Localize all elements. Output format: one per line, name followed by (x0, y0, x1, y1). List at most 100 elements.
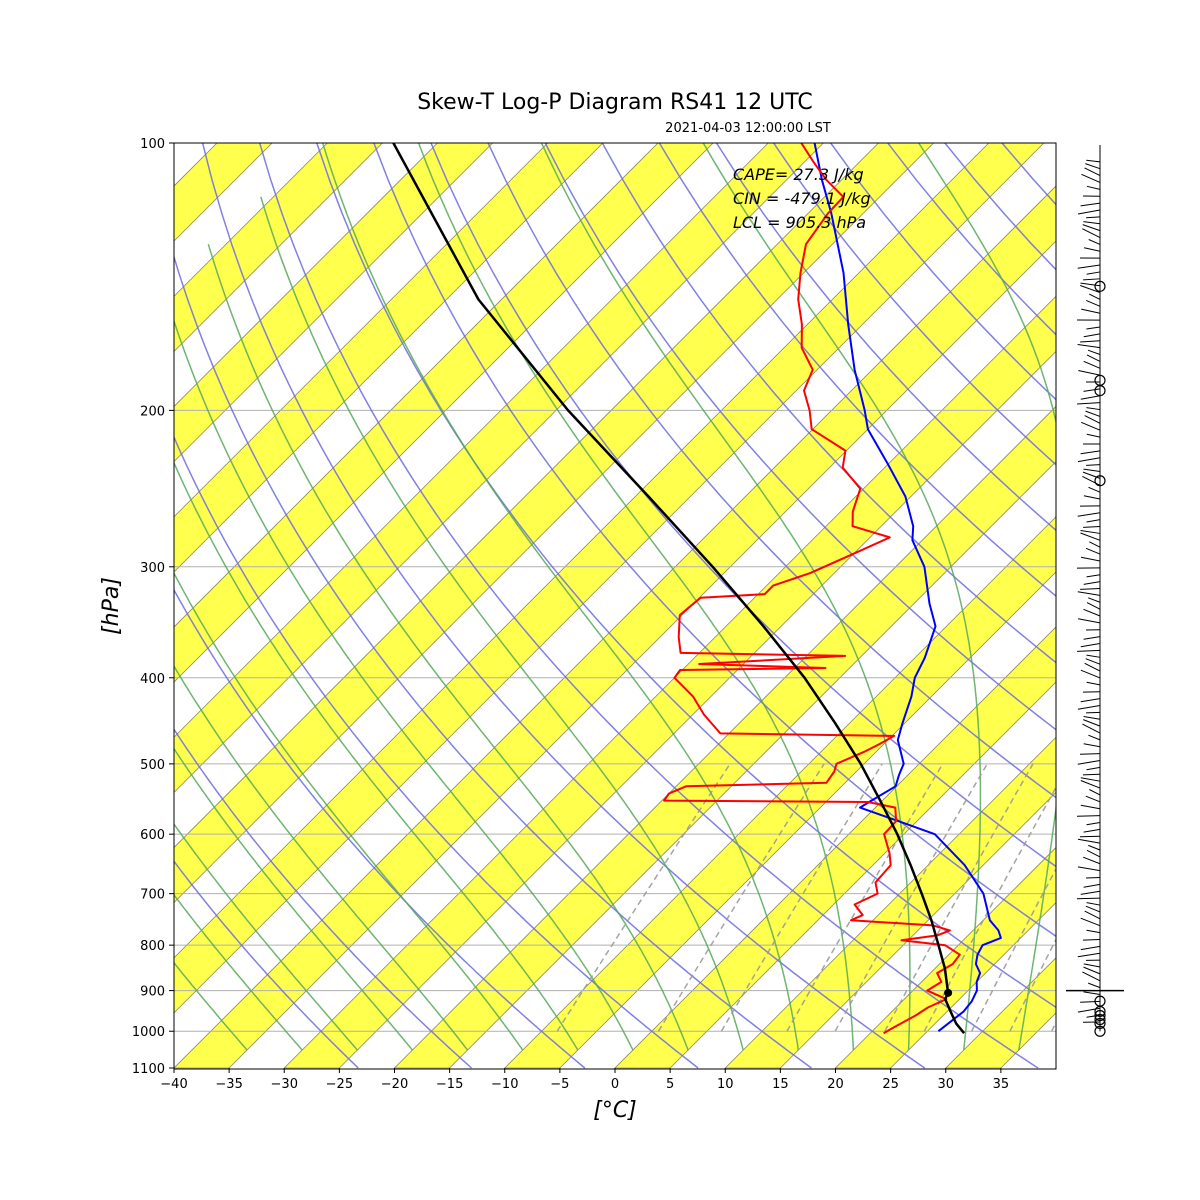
wind-barb (1080, 890, 1101, 895)
wind-barb (1083, 828, 1101, 833)
wind-barb (1080, 917, 1101, 927)
dry-adiabat (174, 435, 699, 1069)
wind-barb (1083, 719, 1101, 727)
x-axis-label: [°C] (593, 1098, 637, 1123)
isotherm-band (174, 143, 1045, 1014)
wind-barb (1080, 780, 1101, 789)
wind-barb (1081, 173, 1101, 183)
wind-barb (1080, 202, 1101, 207)
dry-adiabat (658, 143, 1056, 598)
wind-barb (1086, 821, 1101, 826)
wind-barb (1086, 354, 1101, 362)
moist-adiabat (174, 822, 358, 1051)
x-tick-label: 20 (827, 1077, 844, 1092)
wind-barb (1088, 982, 1101, 989)
wind-barb (1077, 760, 1101, 765)
wind-barb (1081, 421, 1101, 431)
wind-barb (1085, 410, 1101, 417)
moist-adiabat (417, 143, 855, 1051)
wind-barb (1088, 293, 1101, 300)
dry-adiabat (201, 143, 926, 1069)
wind-barb (1083, 360, 1101, 369)
mixing-ratio-line (720, 763, 883, 1032)
dry-adiabat (174, 728, 473, 1069)
wind-barb (1088, 734, 1101, 741)
chart-subtitle: 2021-04-03 12:00:00 LST (665, 121, 831, 136)
wind-barb (1080, 395, 1101, 400)
dry-adiabat (373, 143, 1056, 938)
wind-barb (1086, 519, 1101, 523)
wind-barb (1080, 945, 1101, 951)
wind-barb (1086, 407, 1101, 411)
wind-barb (1086, 326, 1101, 330)
wind-barb (1086, 185, 1101, 190)
dry-adiabat (487, 143, 1056, 799)
wind-barb (1085, 547, 1101, 555)
wind-barb (1082, 228, 1101, 238)
mixing-ratio-line (923, 785, 1056, 1032)
wind-barb (1083, 278, 1101, 281)
y-tick-label: 800 (140, 939, 165, 954)
x-tick-label: 5 (666, 1077, 674, 1092)
wind-barb (1083, 221, 1101, 225)
wind-barb (1086, 681, 1101, 686)
dry-adiabat (601, 143, 1056, 664)
isotherm-band (174, 143, 494, 463)
moist-adiabat (260, 196, 744, 1051)
wind-barb (1080, 698, 1101, 703)
wind-barb (1076, 897, 1101, 900)
wind-barb (1077, 457, 1101, 463)
isotherm-band (174, 185, 1056, 1069)
wind-barb (1086, 271, 1101, 275)
cape-annotation: CAPE= 27.3 J/kg (733, 165, 864, 184)
wind-barb (1076, 815, 1101, 817)
moist-adiabat (174, 961, 248, 1051)
wind-barb (1088, 844, 1101, 851)
wind-barb (1085, 905, 1101, 913)
y-tick-label: 300 (140, 561, 165, 576)
x-tick-label: 25 (882, 1077, 899, 1092)
wind-barb (1086, 602, 1101, 610)
wind-barb (1088, 486, 1101, 493)
dry-adiabat (174, 860, 359, 1069)
isotherm-band (0, 143, 52, 1068)
wind-barb (1083, 743, 1101, 748)
dry-adiabat (1059, 143, 1200, 1068)
wind-barb (1083, 883, 1101, 888)
wind-barb (1083, 581, 1101, 585)
parcel-path-line (392, 143, 966, 1034)
wind-barb (1077, 402, 1101, 405)
y-tick-label: 700 (140, 888, 165, 903)
dry-adiabat (316, 143, 1056, 1009)
moist-adiabat (540, 143, 911, 1051)
chart-title: Skew-T Log-P Diagram RS41 12 UTC (417, 90, 813, 115)
wind-barb (1080, 340, 1101, 343)
wind-barb (1086, 654, 1101, 658)
y-tick-label: 200 (140, 404, 165, 419)
x-tick-label: −25 (326, 1077, 353, 1092)
dry-adiabat (174, 254, 812, 1069)
x-tick-label: 30 (937, 1077, 954, 1092)
x-tick-label: −40 (160, 1077, 187, 1092)
moist-adiabat (174, 461, 579, 1051)
wind-barb (1077, 649, 1101, 652)
x-tick-label: −10 (491, 1077, 518, 1092)
dry-adiabat (258, 143, 1039, 1069)
wind-barb (1077, 512, 1101, 517)
wind-barb (1083, 247, 1101, 252)
isotherm-band (503, 516, 1056, 1069)
wind-barb (1086, 464, 1101, 466)
wind-barb (1082, 723, 1101, 734)
wind-barb (1078, 618, 1101, 624)
wind-barb (1082, 224, 1101, 232)
moist-adiabat (702, 143, 982, 1051)
wind-barb (1083, 526, 1101, 528)
moist-adiabat (918, 143, 1056, 1051)
wind-barb (1082, 773, 1101, 776)
wind-barb (1080, 669, 1101, 679)
wind-barb (1083, 388, 1101, 392)
wind-barb (1087, 349, 1101, 355)
calm-wind-circle (1094, 384, 1106, 397)
wind-barb (1080, 282, 1101, 287)
wind-barb (1084, 415, 1101, 424)
